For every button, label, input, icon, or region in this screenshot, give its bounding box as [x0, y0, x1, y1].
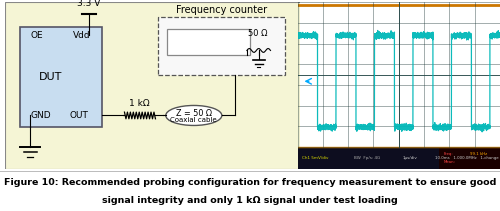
Text: 1μs/div: 1μs/div — [403, 156, 417, 160]
Text: Frequency counter: Frequency counter — [176, 5, 268, 15]
Text: Freq:: Freq: — [444, 152, 453, 156]
Text: DUT: DUT — [39, 72, 62, 82]
Bar — [167, 29, 250, 55]
Ellipse shape — [166, 106, 222, 126]
Text: signal integrity and only 1 kΩ signal under test loading: signal integrity and only 1 kΩ signal un… — [102, 196, 398, 205]
Text: 99.1 kHz: 99.1 kHz — [470, 152, 487, 156]
Text: Ch1 5mV/div: Ch1 5mV/div — [302, 156, 328, 160]
Text: Z = 50 Ω: Z = 50 Ω — [176, 109, 212, 118]
Bar — [440, 147, 500, 169]
Text: 50 Ω: 50 Ω — [248, 29, 268, 38]
Text: GND: GND — [30, 111, 50, 120]
Bar — [298, 147, 500, 169]
Text: Coaxial cable: Coaxial cable — [170, 118, 217, 123]
Text: 1 kΩ: 1 kΩ — [129, 99, 150, 108]
Text: Vdd: Vdd — [73, 31, 90, 40]
Bar — [158, 17, 285, 76]
Bar — [20, 27, 102, 127]
Text: 3.3 V: 3.3 V — [78, 0, 101, 8]
Text: OE: OE — [30, 31, 42, 40]
Text: Mean:: Mean: — [444, 160, 455, 164]
Text: 10.0ms   1.000.0MHz   1-change: 10.0ms 1.000.0MHz 1-change — [435, 156, 499, 160]
Text: OUT: OUT — [70, 111, 89, 120]
Text: Figure 10: Recommended probing configuration for frequency measurement to ensure: Figure 10: Recommended probing configura… — [4, 178, 496, 187]
Text: BW  Fp/s: 4G: BW Fp/s: 4G — [354, 156, 380, 160]
